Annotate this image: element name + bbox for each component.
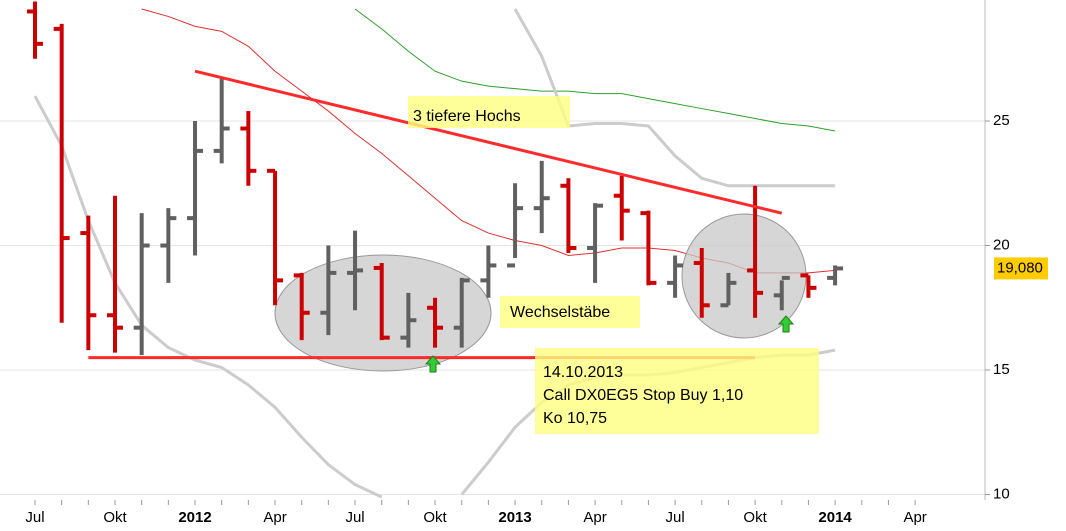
x-tick-label: Okt: [743, 509, 767, 526]
x-tick-label: 2013: [498, 509, 531, 526]
trend-line: [194, 69, 783, 215]
y-tick-label: 15: [993, 361, 1010, 378]
last-price-label: 19,080: [997, 259, 1043, 276]
annotation: Ko 10,75: [543, 410, 607, 427]
annotation-box: [535, 348, 819, 434]
axes: 10 15 20 25 Jul Okt 2012 Apr Jul Okt 2013 Apr Jul Okt…: [25, 112, 1048, 526]
x-tick-label: Apr: [903, 509, 926, 526]
x-tick-label: Jul: [665, 509, 684, 526]
y-tick-label: 25: [993, 112, 1010, 129]
indicator-line: [33, 95, 383, 499]
indicator-line: [354, 8, 836, 132]
arrow-up: [777, 315, 795, 333]
annotation: 3 tiefere Hochs: [413, 108, 521, 125]
x-tick-label: 2012: [178, 509, 211, 526]
y-tick-label: 20: [993, 236, 1010, 253]
ohlc-bars: [27, 1, 844, 356]
x-tick-label: Jul: [345, 509, 364, 526]
x-tick-label: Apr: [263, 509, 286, 526]
x-tick-label: Jul: [25, 509, 44, 526]
annotation-box: [408, 96, 570, 128]
annotation-box: [500, 296, 640, 328]
annotation: Wechselstäbe: [510, 304, 610, 321]
arrow-up: [424, 355, 442, 373]
x-tick-label: Okt: [103, 509, 127, 526]
y-tick-label: 10: [993, 485, 1010, 502]
annotation: Call DX0EG5 Stop Buy 1,10: [543, 387, 743, 404]
x-tick-label: Apr: [583, 509, 606, 526]
x-tick-label: 2014: [818, 509, 852, 526]
annotation: 14.10.2013: [543, 364, 623, 381]
x-tick-label: Okt: [423, 509, 447, 526]
last-price-box: [994, 257, 1048, 280]
